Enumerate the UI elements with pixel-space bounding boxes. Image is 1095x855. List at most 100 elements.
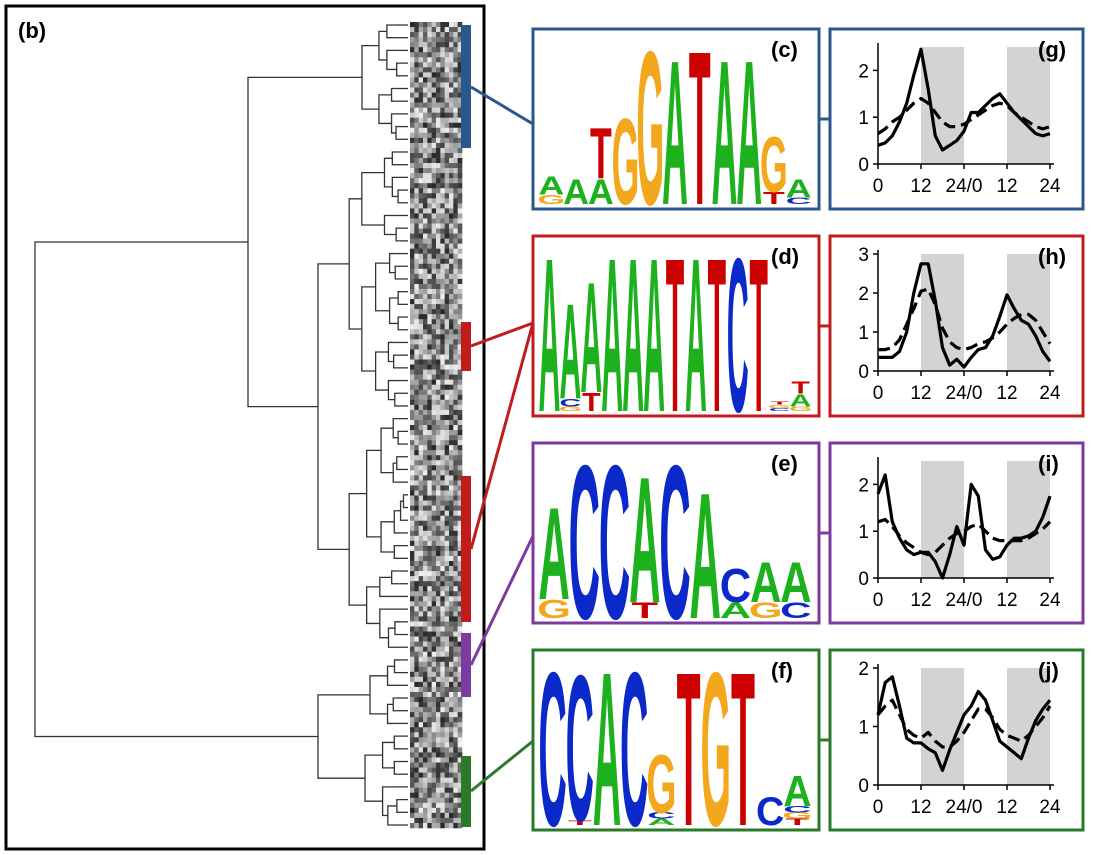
heatmap-cell — [436, 22, 441, 28]
heatmap-cell — [444, 283, 450, 290]
heatmap-cell — [453, 122, 458, 129]
heatmap-cell — [410, 37, 415, 43]
heatmap-cell — [431, 561, 437, 567]
heatmap-cell — [449, 233, 454, 239]
heatmap-cell — [410, 57, 415, 63]
heatmap-cell — [414, 47, 419, 53]
heatmap-cell — [423, 283, 428, 290]
heatmap-cell — [453, 188, 458, 194]
heatmap-cell — [410, 681, 415, 688]
heatmap-cell — [444, 787, 450, 794]
logo-letter-T: T — [677, 627, 701, 855]
heatmap-cell — [431, 374, 437, 380]
heatmap-cell — [410, 601, 415, 607]
heatmap-cell — [453, 178, 458, 184]
heatmap-cell — [436, 218, 441, 224]
heatmap-cell — [431, 455, 437, 461]
heatmap-cell — [449, 485, 454, 491]
heatmap-cell — [431, 122, 437, 129]
heatmap-cell — [418, 117, 424, 124]
heatmap-cell — [418, 309, 424, 315]
logo-letter-T: T — [791, 379, 809, 398]
heatmap-cell — [453, 22, 458, 28]
heatmap-cell — [436, 676, 441, 683]
heatmap-cell — [449, 77, 454, 83]
heatmap-cell — [414, 283, 419, 290]
heatmap-cell — [427, 510, 432, 516]
heatmap-cell — [410, 183, 415, 189]
heatmap-cell — [436, 797, 441, 804]
heatmap-cell — [444, 299, 450, 305]
heatmap-cell — [449, 384, 454, 391]
heatmap-cell — [440, 27, 445, 33]
logo-letter-C: C — [720, 558, 751, 613]
heatmap-cell — [449, 676, 454, 683]
heatmap-cell — [453, 596, 458, 602]
heatmap-cell — [436, 394, 441, 401]
heatmap-cell — [423, 782, 428, 788]
heatmap-cell — [423, 359, 428, 365]
heatmap-cell — [427, 490, 432, 496]
heatmap-cell — [457, 737, 463, 743]
heatmap-cell — [410, 137, 415, 144]
heatmap-cell — [423, 465, 428, 471]
heatmap-cell — [436, 480, 441, 486]
heatmap-cell — [453, 419, 458, 426]
heatmap-cell — [457, 354, 463, 360]
heatmap-cell — [444, 571, 450, 577]
heatmap-cell — [436, 344, 441, 350]
heatmap-cell — [436, 757, 441, 763]
heatmap-cell — [427, 344, 432, 350]
heatmap-cell — [431, 697, 437, 703]
heatmap-cell — [431, 62, 437, 68]
heatmap-cell — [457, 616, 463, 622]
heatmap-cell — [414, 435, 419, 441]
heatmap-cell — [440, 288, 445, 295]
heatmap-cell — [423, 666, 428, 673]
heatmap-cell — [418, 691, 424, 698]
heatmap-cell — [410, 97, 415, 103]
heatmap-cell — [436, 57, 441, 63]
heatmap-cell — [431, 37, 437, 43]
heatmap-cell — [444, 661, 450, 668]
logo-letter-G: G — [782, 811, 812, 821]
heatmap-cell — [444, 354, 450, 360]
dendrogram-branch — [394, 392, 400, 407]
heatmap-cell — [431, 132, 437, 139]
heatmap-cell — [414, 354, 419, 360]
heatmap-cell — [427, 732, 432, 738]
heatmap-cell — [453, 802, 458, 809]
heatmap-cell — [414, 37, 419, 43]
heatmap-cell — [440, 540, 445, 547]
heatmap-cell — [449, 530, 454, 537]
heatmap-cell — [436, 414, 441, 421]
heatmap-cell — [414, 697, 419, 703]
heatmap-cell — [436, 782, 441, 788]
heatmap-cell — [444, 359, 450, 365]
heatmap-cell — [440, 435, 445, 441]
heatmap-cell — [418, 268, 424, 275]
heatmap-cell — [436, 374, 441, 380]
logo-letter-A: A — [593, 627, 621, 855]
heatmap-cell — [410, 278, 415, 285]
heatmap-cell — [440, 354, 445, 360]
heatmap-cell — [431, 223, 437, 229]
heatmap-cell — [418, 37, 424, 43]
heatmap-cell — [410, 208, 415, 214]
heatmap-cell — [431, 52, 437, 58]
y-tick-label: 2 — [858, 659, 869, 680]
heatmap-cell — [444, 555, 450, 562]
heatmap-cell — [418, 485, 424, 491]
heatmap-cell — [444, 178, 450, 184]
heatmap-cell — [449, 349, 454, 355]
heatmap-cell — [410, 349, 415, 355]
heatmap-cell — [440, 223, 445, 229]
heatmap-cell — [418, 425, 424, 431]
heatmap-cell — [449, 263, 454, 270]
heatmap-cell — [418, 389, 424, 396]
heatmap-cell — [414, 208, 419, 214]
heatmap-cell — [423, 198, 428, 204]
heatmap-cell — [449, 152, 454, 159]
heatmap-cell — [414, 807, 419, 814]
heatmap-cell — [410, 737, 415, 743]
